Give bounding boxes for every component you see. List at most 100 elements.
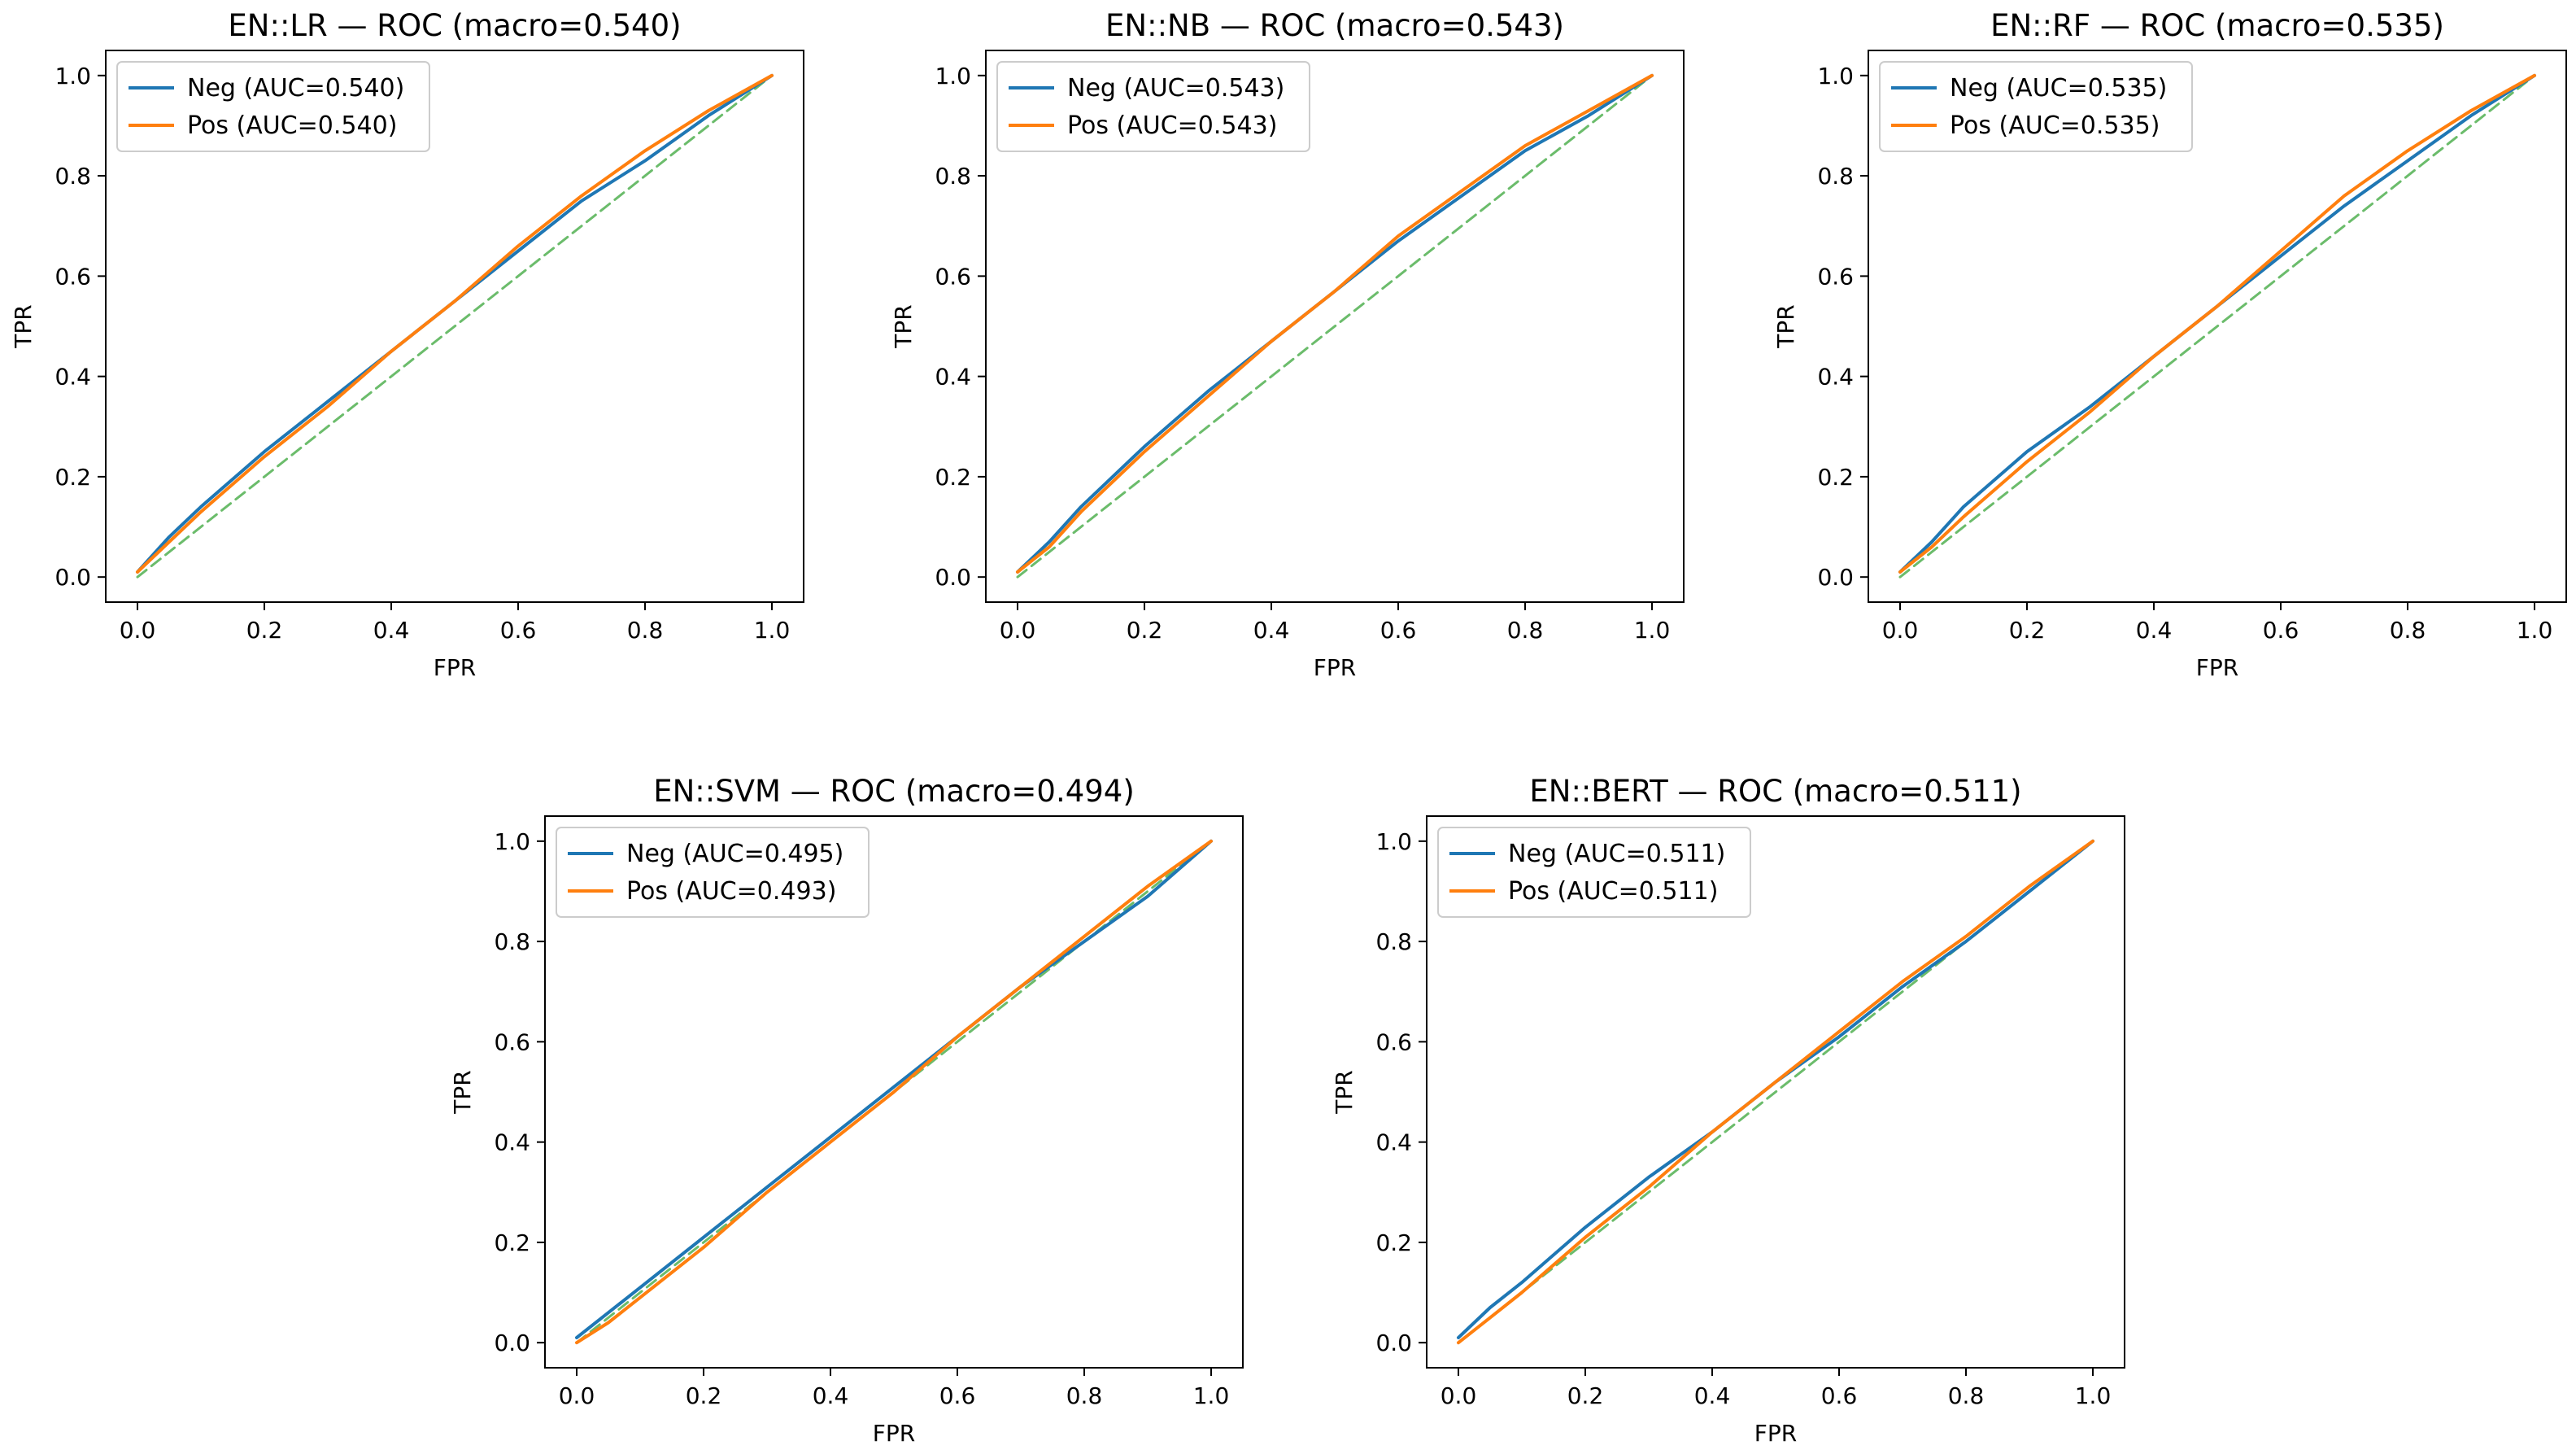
y-axis-label: TPR	[1331, 1070, 1358, 1114]
roc-curve-pos	[1898, 73, 2536, 574]
x-tick-label: 0.2	[246, 617, 283, 644]
y-tick-label: 0.8	[54, 163, 91, 190]
y-tick-label: 1.0	[1375, 828, 1412, 855]
y-axis-label: TPR	[449, 1070, 476, 1114]
roc-curve-neg	[575, 839, 1213, 1339]
roc-panel-2: EN::NB — ROC (macro=0.543)0.0 0.2 0.4 0.6 0.…	[890, 8, 1685, 681]
legend-box	[996, 61, 1310, 152]
y-tick-label: 0.8	[935, 163, 971, 190]
y-tick-label: 0.2	[935, 464, 971, 491]
x-tick-label: 0.0	[1441, 1382, 1477, 1409]
roc-panel-5: EN::BERT — ROC (macro=0.511)0.0 0.2 0.4 0.6…	[1331, 774, 2125, 1447]
legend-label: Pos (AUC=0.540)	[187, 111, 397, 140]
y-tick-label: 0.4	[494, 1129, 530, 1156]
panel-title: EN::RF — ROC (macro=0.535)	[1990, 8, 2444, 43]
legend-label: Pos (AUC=0.543)	[1067, 111, 1277, 140]
legend-label: Pos (AUC=0.535)	[1950, 111, 2160, 140]
x-tick-label: 0.2	[1567, 1382, 1604, 1409]
roc-panel-3: EN::RF — ROC (macro=0.535)0.0 0.2 0.4 0.6 0.…	[1772, 8, 2567, 681]
roc-panel-1: EN::LR — ROC (macro=0.540)0.0 0.2 0.4 0.6 0.…	[10, 8, 804, 681]
legend-label: Neg (AUC=0.543)	[1067, 74, 1284, 103]
y-tick-label: 0.4	[935, 364, 971, 391]
x-axis-label: FPR	[434, 654, 476, 681]
x-tick-label: 0.8	[1948, 1382, 1985, 1409]
y-tick-label: 0.6	[1817, 263, 1854, 290]
y-tick-label: 0.8	[1817, 163, 1854, 190]
x-axis-label: FPR	[2196, 654, 2238, 681]
panel-title: EN::BERT — ROC (macro=0.511)	[1529, 774, 2021, 809]
y-tick-label: 0.2	[1375, 1229, 1412, 1256]
y-tick-label: 1.0	[494, 828, 530, 855]
y-tick-label: 1.0	[935, 63, 971, 90]
legend-label: Neg (AUC=0.511)	[1508, 840, 1725, 868]
chance-diagonal-line	[136, 74, 774, 579]
panel-title: EN::SVM — ROC (macro=0.494)	[653, 774, 1135, 809]
y-tick-label: 0.4	[54, 364, 91, 391]
y-tick-label: 0.8	[1375, 928, 1412, 955]
legend-label: Pos (AUC=0.511)	[1508, 877, 1718, 906]
x-tick-label: 0.0	[1000, 617, 1036, 644]
x-tick-label: 0.6	[2263, 617, 2299, 644]
roc-curve-pos	[136, 73, 774, 574]
x-tick-label: 0.8	[2390, 617, 2426, 644]
chance-diagonal-line	[1898, 74, 2536, 579]
y-axis-label: TPR	[890, 304, 917, 348]
y-tick-label: 0.2	[1817, 464, 1854, 491]
x-tick-label: 0.8	[1507, 617, 1544, 644]
x-tick-label: 1.0	[2075, 1382, 2112, 1409]
x-tick-label: 0.2	[1127, 617, 1163, 644]
y-tick-label: 0.4	[1817, 364, 1854, 391]
y-tick-label: 0.0	[935, 564, 971, 591]
y-tick-label: 0.0	[1817, 564, 1854, 591]
x-tick-label: 0.6	[500, 617, 537, 644]
x-tick-label: 0.4	[1253, 617, 1290, 644]
roc-curve-pos	[1016, 73, 1654, 574]
legend-box	[1437, 827, 1751, 918]
legend-label: Neg (AUC=0.495)	[626, 840, 843, 868]
x-tick-label: 1.0	[754, 617, 791, 644]
y-tick-label: 0.0	[1375, 1330, 1412, 1356]
panel-title: EN::NB — ROC (macro=0.543)	[1105, 8, 1564, 43]
x-tick-label: 0.8	[627, 617, 664, 644]
x-tick-label: 0.4	[373, 617, 410, 644]
x-tick-label: 0.6	[939, 1382, 976, 1409]
y-axis-label: TPR	[10, 304, 37, 348]
x-tick-label: 1.0	[1634, 617, 1671, 644]
y-tick-label: 0.6	[494, 1028, 530, 1055]
x-tick-label: 0.8	[1066, 1382, 1103, 1409]
panel-title: EN::LR — ROC (macro=0.540)	[228, 8, 681, 43]
y-tick-label: 0.4	[1375, 1129, 1412, 1156]
y-tick-label: 0.2	[54, 464, 91, 491]
roc-curve-pos	[1457, 839, 2094, 1345]
x-tick-label: 0.2	[686, 1382, 722, 1409]
x-tick-label: 0.6	[1380, 617, 1417, 644]
y-tick-label: 0.8	[494, 928, 530, 955]
legend-label: Pos (AUC=0.493)	[626, 877, 836, 906]
x-tick-label: 1.0	[2517, 617, 2553, 644]
x-tick-label: 0.6	[1821, 1382, 1858, 1409]
roc-panel-4: EN::SVM — ROC (macro=0.494)0.0 0.2 0.4 0.6 0…	[449, 774, 1244, 1447]
y-tick-label: 0.6	[935, 263, 971, 290]
x-tick-label: 0.0	[559, 1382, 595, 1409]
y-axis-label: TPR	[1772, 304, 1799, 348]
x-axis-label: FPR	[873, 1420, 915, 1447]
x-tick-label: 0.2	[2009, 617, 2046, 644]
y-tick-label: 1.0	[54, 63, 91, 90]
y-tick-label: 0.0	[54, 564, 91, 591]
x-tick-label: 0.4	[1694, 1382, 1731, 1409]
roc-curve-pos	[575, 839, 1213, 1345]
y-tick-label: 0.0	[494, 1330, 530, 1356]
x-tick-label: 0.4	[2136, 617, 2173, 644]
y-tick-label: 0.2	[494, 1229, 530, 1256]
legend-box	[1879, 61, 2193, 152]
chance-diagonal-line	[1016, 74, 1654, 579]
y-tick-label: 1.0	[1817, 63, 1854, 90]
x-axis-label: FPR	[1314, 654, 1356, 681]
x-axis-label: FPR	[1754, 1420, 1797, 1447]
x-tick-label: 0.0	[1882, 617, 1919, 644]
legend-box	[116, 61, 430, 152]
legend-label: Neg (AUC=0.540)	[187, 74, 404, 103]
legend-box	[556, 827, 870, 918]
x-tick-label: 0.0	[120, 617, 156, 644]
